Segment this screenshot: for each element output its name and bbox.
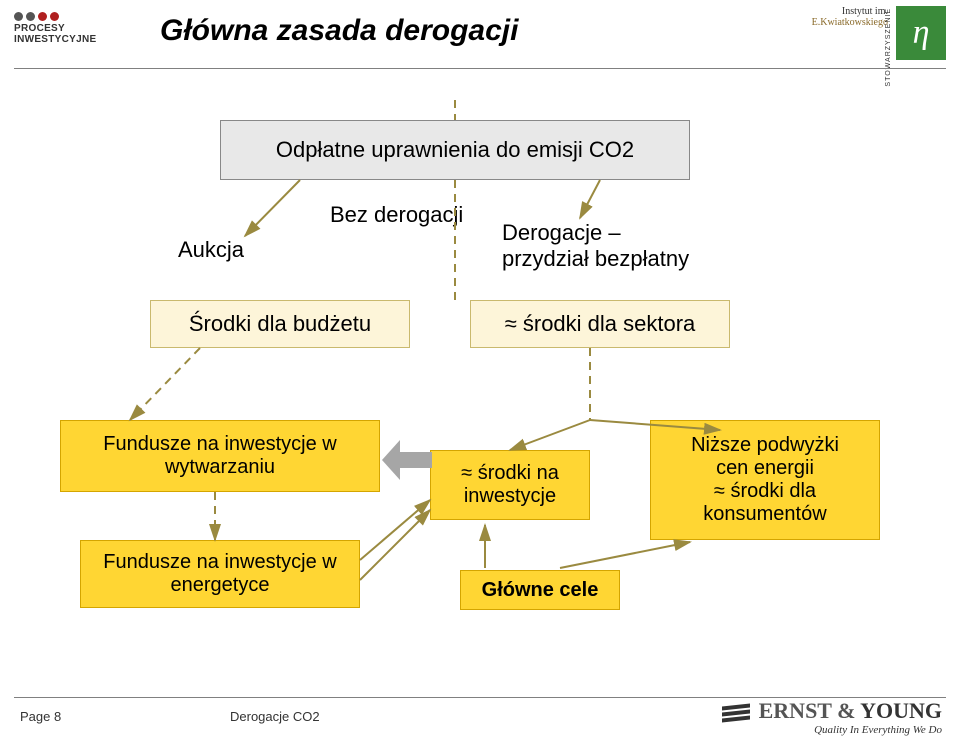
logo-line1: PROCESY [14,23,134,34]
logo-eta: STOWARZYSZENIE η [896,6,946,60]
logo-instytut: Instytut im. E.Kwiatkowskiego [812,6,888,28]
logo-ernst-young: ERNST & YOUNG Quality In Everything We D… [722,698,942,736]
inst-line2: E.Kwiatkowskiego [812,17,888,28]
dot-icon [14,12,23,21]
box-srodki-inwestycje: ≈ środki nainwestycje [430,450,590,520]
box-sektor: ≈ środki dla sektora [470,300,730,348]
dot-icon [38,12,47,21]
label-bez-derogacji: Bez derogacji [330,202,463,228]
box-label: Fundusze na inwestycje wwytwarzaniu [103,433,336,479]
box-fundusze-wytwarzanie: Fundusze na inwestycje wwytwarzaniu [60,420,380,492]
block-arrow-icon [382,440,432,480]
page-title: Główna zasada derogacji [160,14,518,48]
dot-icon [26,12,35,21]
box-glowne-cele: Główne cele [460,570,620,610]
eta-side: STOWARZYSZENIE [885,8,892,87]
box-budzet: Środki dla budżetu [150,300,410,348]
box-fundusze-energetyka: Fundusze na inwestycje wenergetyce [80,540,360,608]
page-number: Page 8 [20,709,61,724]
ey-name-b: YOUNG [860,698,942,723]
logo-procesy: PROCESY INWESTYCYJNE [14,12,134,45]
footer-title: Derogacje CO2 [230,709,320,724]
box-label: Odpłatne uprawnienia do emisji CO2 [276,137,634,163]
box-label: Środki dla budżetu [189,311,371,337]
box-label: Główne cele [482,579,599,602]
dot-icon [50,12,59,21]
ey-bars-icon [722,705,750,723]
eta-icon: η [913,14,930,52]
box-label: ≈ środki nainwestycje [461,462,559,508]
ey-tagline: Quality In Everything We Do [722,724,942,736]
arrows-layer [0,0,960,750]
box-label: Niższe podwyżkicen energii≈ środki dlako… [691,434,839,526]
inst-line1: Instytut im. [812,6,888,17]
label-aukcja: Aukcja [178,237,244,263]
box-label: ≈ środki dla sektora [505,311,696,337]
box-paid-allowances: Odpłatne uprawnienia do emisji CO2 [220,120,690,180]
logo-line2: INWESTYCYJNE [14,34,134,45]
ey-name-a: ERNST & [759,698,856,723]
logo-dots [14,12,134,21]
title-underline [14,68,946,69]
label-derogacje: Derogacje –przydział bezpłatny [502,220,689,273]
box-label: Fundusze na inwestycje wenergetyce [103,551,336,597]
box-nizsze-podwyzki: Niższe podwyżkicen energii≈ środki dlako… [650,420,880,540]
